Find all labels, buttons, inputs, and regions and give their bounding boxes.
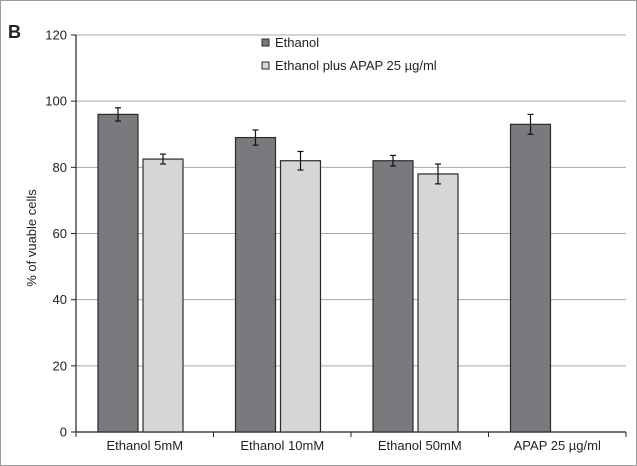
legend-label: Ethanol plus APAP 25 µg/ml: [275, 58, 437, 73]
x-tick-label: Ethanol 10mM: [240, 438, 324, 453]
bar: [142, 158, 184, 433]
bar: [509, 123, 552, 433]
y-axis-label: % of vuable cells: [24, 189, 39, 287]
bar: [234, 136, 277, 433]
x-tick-label: Ethanol 5mM: [106, 438, 183, 453]
legend-swatch: [261, 61, 270, 70]
y-tick-label: 80: [53, 160, 67, 175]
bar: [417, 173, 459, 433]
y-tick-label: 0: [60, 425, 67, 440]
bar: [372, 160, 414, 433]
bar: [97, 113, 139, 433]
x-tick-label: APAP 25 µg/ml: [514, 438, 601, 453]
y-tick-label: 20: [53, 358, 67, 373]
y-tick-label: 40: [53, 292, 67, 307]
y-tick-label: 120: [45, 28, 67, 43]
bars: [97, 107, 552, 433]
x-tick-label: Ethanol 50mM: [378, 438, 462, 453]
tick-labels: 0 20 40 60 80 100 120 Ethanol 5mM Ethanol 10mM Et…: [45, 28, 601, 454]
legend: Ethanol Ethanol plus APAP 25 µg/ml: [261, 35, 437, 73]
panel-label: B: [8, 22, 21, 42]
legend-label: Ethanol: [275, 35, 319, 50]
bar: [279, 160, 322, 433]
y-tick-label: 60: [53, 226, 67, 241]
legend-swatch: [261, 38, 270, 47]
y-tick-label: 100: [45, 94, 67, 109]
